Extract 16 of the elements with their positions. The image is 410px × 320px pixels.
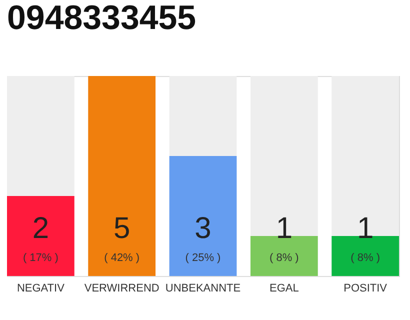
chart-title: 0948333455 [7, 0, 196, 37]
data-label: 5 [113, 212, 130, 245]
data-label: 3 [194, 212, 212, 245]
x-tick-label: UNBEKANNTE [165, 282, 241, 294]
bar [332, 236, 399, 276]
annotation: ( 8% ) [269, 252, 299, 264]
data-label: 2 [32, 212, 50, 245]
annotation: ( 25% ) [185, 252, 221, 264]
bar [250, 236, 318, 276]
x-tick-label: VERWIRREND [84, 282, 160, 294]
x-tick-label: POSITIV [344, 282, 388, 294]
annotation: ( 17% ) [22, 252, 58, 264]
x-tick-label: NEGATIV [16, 282, 66, 294]
x-tick-label: EGAL [269, 282, 299, 294]
annotation: ( 8% ) [350, 252, 380, 264]
annotation: ( 42% ) [104, 252, 140, 264]
